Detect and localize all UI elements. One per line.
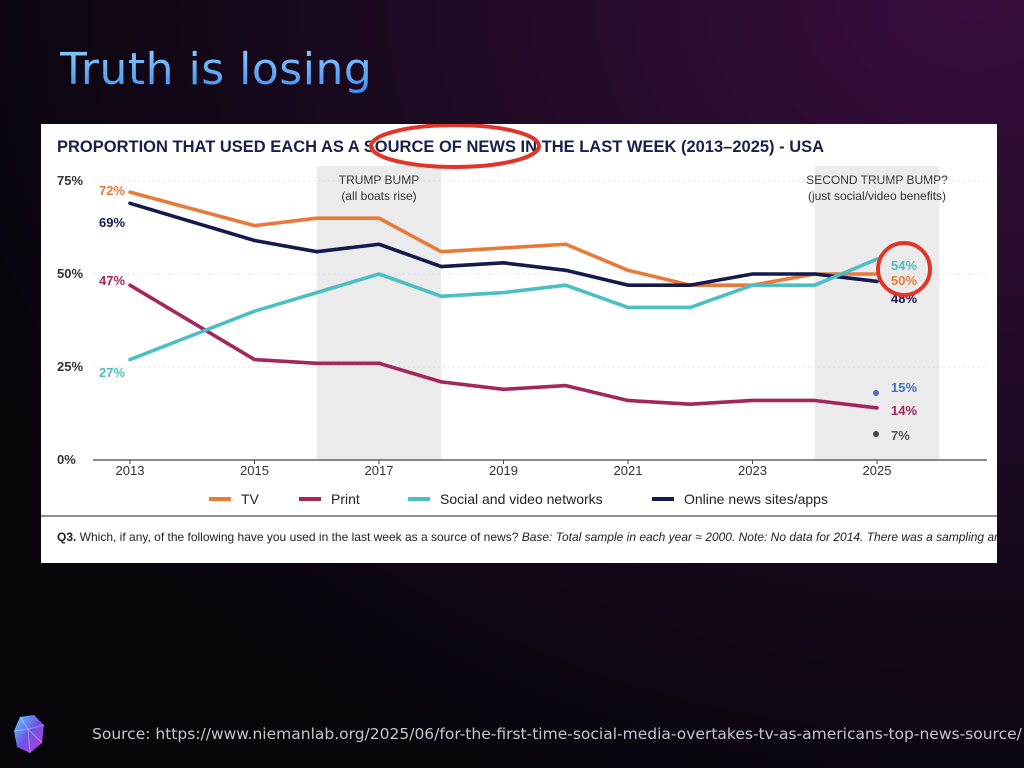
- series-lines: [128, 190, 879, 410]
- band-subtitle-1: (all boats rise): [341, 189, 416, 203]
- brand-logo-icon: [13, 715, 45, 754]
- footnote-base: Base: Total sample in each year ≈ 2000. …: [522, 530, 997, 544]
- legend-label-online: Online news sites/apps: [684, 491, 828, 507]
- extra-point-label: 15%: [891, 380, 917, 395]
- news-source-line-chart: TRUMP BUMP (all boats rise) SECOND TRUMP B…: [41, 124, 997, 544]
- extra-point-label: 7%: [891, 428, 910, 443]
- y-tick-label: 25%: [57, 359, 83, 374]
- legend-label-print: Print: [331, 491, 360, 507]
- start-label-social: 27%: [99, 365, 125, 380]
- start-label-tv: 72%: [99, 183, 125, 198]
- chart-legend: TV Print Social and video networks Online n…: [209, 491, 828, 507]
- shaded-bands: TRUMP BUMP (all boats rise) SECOND TRUMP B…: [316, 166, 948, 460]
- end-label-print: 14%: [891, 403, 917, 418]
- line-tv: [128, 190, 879, 287]
- data-labels: 72%69%47%27%54%50%48%14%15%7%: [99, 183, 917, 443]
- y-tick-label: 0%: [57, 452, 76, 467]
- trump-bump-band-2: [814, 166, 940, 460]
- end-label-social: 54%: [891, 258, 917, 273]
- end-label-tv: 50%: [891, 273, 917, 288]
- x-tick-label: 2021: [614, 463, 643, 478]
- y-tick-label: 75%: [57, 173, 83, 188]
- highlight-circle-source-of-news: [369, 124, 541, 169]
- start-label-online: 69%: [99, 215, 125, 230]
- annotations: [369, 124, 932, 297]
- footnote-question: Which, if any, of the following have you…: [76, 530, 521, 544]
- band-title-2: SECOND TRUMP BUMP?: [806, 173, 948, 187]
- footnote-prefix: Q3.: [57, 530, 76, 544]
- start-label-print: 47%: [99, 273, 125, 288]
- source-citation: Source: https://www.niemanlab.org/2025/0…: [92, 725, 1022, 743]
- y-tick-label: 50%: [57, 266, 83, 281]
- line-online: [128, 201, 879, 287]
- legend-label-social: Social and video networks: [440, 491, 603, 507]
- extra-point-dot: [873, 430, 879, 437]
- x-tick-label: 2015: [240, 463, 269, 478]
- chart-title: PROPORTION THAT USED EACH AS A SOURCE OF…: [57, 138, 824, 156]
- slide-title: Truth is losing: [60, 44, 373, 95]
- chart-card: TRUMP BUMP (all boats rise) SECOND TRUMP B…: [41, 124, 997, 563]
- line-social: [128, 257, 879, 362]
- band-title-1: TRUMP BUMP: [339, 173, 419, 187]
- x-tick-label: 2017: [365, 463, 394, 478]
- x-tick-label: 2025: [863, 463, 892, 478]
- x-tick-label: 2023: [738, 463, 767, 478]
- band-subtitle-2: (just social/video benefits): [808, 189, 946, 203]
- highlight-circle-2025-values: [876, 241, 932, 297]
- legend-label-tv: TV: [241, 491, 260, 507]
- footnote: Q3. Which, if any, of the following have…: [57, 530, 997, 544]
- trump-bump-band-1: [316, 166, 442, 460]
- x-tick-label: 2013: [116, 463, 145, 478]
- line-print: [128, 283, 879, 410]
- extra-point-dot: [873, 390, 879, 397]
- x-tick-label: 2019: [489, 463, 518, 478]
